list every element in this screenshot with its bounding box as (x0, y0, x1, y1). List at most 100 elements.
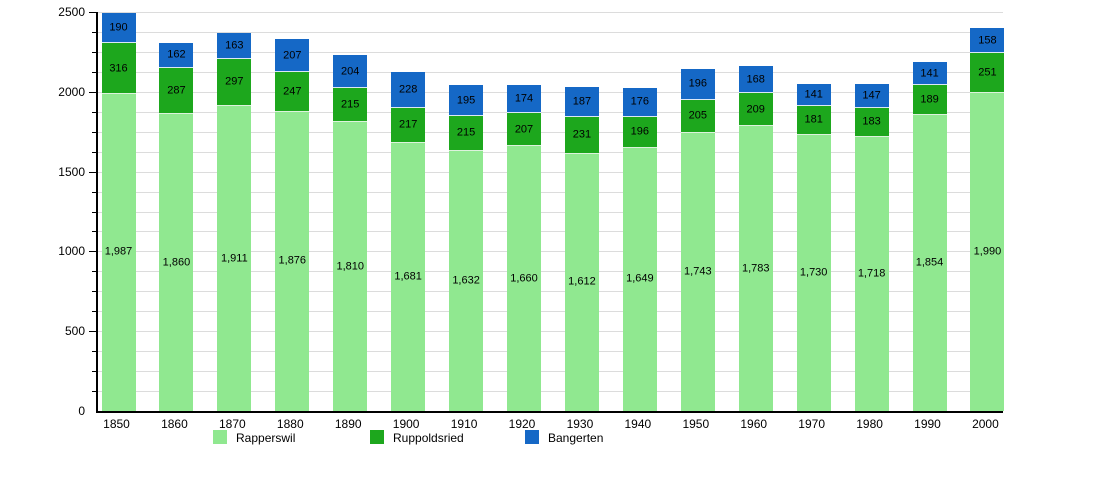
segment-ruppoldsried-1880 (275, 72, 310, 112)
gridline (98, 12, 1003, 13)
gridline (98, 211, 1003, 213)
gridline (98, 111, 1003, 113)
segment-value-label: 207 (514, 123, 534, 136)
gridline (98, 311, 1003, 313)
x-tick-label-1940: 1940 (624, 417, 652, 431)
segment-value-label: 196 (630, 125, 650, 138)
x-tick-label-1890: 1890 (334, 417, 362, 431)
segment-ruppoldsried-1860 (159, 68, 194, 115)
segment-ruppoldsried-1960 (738, 93, 773, 127)
y-axis-minor-tick (92, 351, 96, 353)
gridline (98, 371, 1003, 373)
segment-bangerten-1950 (680, 68, 715, 101)
y-axis-minor-tick (92, 131, 96, 133)
segment-ruppoldsried-1870 (217, 58, 252, 107)
gridline (98, 131, 1003, 133)
segment-rapperswil-1860 (159, 114, 194, 411)
segment-rapperswil-1910 (449, 150, 484, 411)
segment-rapperswil-1930 (564, 153, 599, 411)
segment-value-label: 251 (978, 66, 997, 79)
bar-1890: 1,810 215 204 (333, 12, 368, 411)
segment-value-label: 297 (225, 75, 244, 88)
gridline (98, 391, 1003, 393)
segment-value-label: 228 (398, 83, 418, 96)
segment-bangerten-1960 (738, 66, 773, 94)
segment-bangerten-1910 (449, 85, 484, 117)
y-axis-minor-tick (92, 191, 96, 193)
segment-bangerten-1990 (912, 62, 947, 85)
segment-rapperswil-1890 (333, 122, 368, 411)
bar-1940: 1,649 196 176 (622, 12, 657, 411)
y-axis-major-tick (89, 331, 96, 333)
y-axis-minor-tick (92, 51, 96, 53)
segment-value-label: 1,860 (162, 256, 191, 269)
segment-ruppoldsried-1990 (912, 84, 947, 116)
gridline (98, 251, 1003, 253)
bar-1900: 1,681 217 228 (391, 12, 426, 411)
y-axis-minor-tick (92, 311, 96, 313)
segment-value-label: 205 (688, 109, 707, 122)
y-axis-minor-tick (92, 71, 96, 73)
segment-value-label: 162 (167, 48, 186, 61)
segment-value-label: 158 (978, 34, 997, 47)
segment-bangerten-1860 (159, 42, 194, 69)
segment-value-label: 190 (109, 21, 128, 34)
legend-label: Ruppoldsried (393, 431, 464, 445)
gridline (98, 31, 1003, 33)
segment-bangerten-1920 (507, 85, 541, 114)
segment-rapperswil-1950 (680, 132, 715, 411)
bar-2000: 1,990 251 158 (970, 12, 1005, 411)
segment-rapperswil-1990 (912, 115, 947, 411)
segment-ruppoldsried-1890 (333, 87, 368, 123)
segment-value-label: 147 (862, 89, 881, 102)
segment-rapperswil-1880 (275, 111, 310, 411)
x-tick-label-1980: 1980 (856, 417, 883, 431)
segment-bangerten-1970 (796, 83, 831, 107)
bar-1950: 1,743 205 196 (680, 12, 715, 411)
segment-value-label: 1,681 (394, 270, 422, 283)
gridline (98, 291, 1003, 293)
segment-value-label: 1,810 (336, 260, 364, 273)
x-tick-label-1880: 1880 (276, 417, 304, 431)
x-tick-label-1930: 1930 (566, 417, 594, 431)
bar-1990: 1,854 189 141 (912, 12, 947, 411)
y-tick-label: 1000 (58, 244, 85, 259)
segment-value-label: 215 (341, 98, 360, 111)
segment-value-label: 1,718 (857, 267, 886, 280)
segment-bangerten-1880 (275, 39, 310, 73)
segment-rapperswil-1980 (854, 136, 889, 411)
gridline (98, 71, 1003, 73)
y-axis-major-tick (89, 171, 96, 173)
segment-bangerten-1900 (391, 71, 426, 109)
bar-1970: 1,730 181 141 (796, 12, 831, 411)
legend-swatch-icon (525, 430, 539, 444)
segment-value-label: 247 (283, 85, 302, 98)
x-tick-label-1960: 1960 (740, 417, 768, 431)
segment-value-label: 209 (746, 103, 765, 116)
segment-value-label: 187 (572, 95, 592, 108)
y-axis-minor-tick (92, 31, 96, 33)
x-tick-label-1900: 1900 (392, 417, 420, 431)
legend-swatch-icon (213, 430, 227, 444)
segment-value-label: 195 (456, 94, 476, 107)
segment-bangerten-1870 (217, 32, 252, 59)
y-axis-major-tick (89, 12, 96, 13)
bar-1910: 1,632 215 195 (449, 12, 484, 411)
segment-value-label: 1,876 (278, 254, 307, 267)
segment-ruppoldsried-1980 (854, 107, 889, 137)
gridline (98, 171, 1003, 173)
segment-value-label: 1,854 (915, 256, 944, 269)
legend-swatch-icon (370, 430, 384, 444)
segment-value-label: 1,911 (221, 252, 248, 264)
x-tick-label-1860: 1860 (161, 417, 188, 431)
segment-ruppoldsried-1970 (796, 106, 831, 135)
x-tick-label-1910: 1910 (450, 417, 478, 431)
segment-bangerten-1850 (101, 13, 136, 44)
y-axis-minor-tick (92, 371, 96, 373)
segment-bangerten-1930 (564, 87, 599, 117)
y-tick-label: 2500 (58, 5, 85, 19)
y-axis-minor-tick (92, 111, 96, 113)
x-tick-label-1970: 1970 (798, 417, 825, 431)
segment-rapperswil-2000 (970, 93, 1005, 411)
